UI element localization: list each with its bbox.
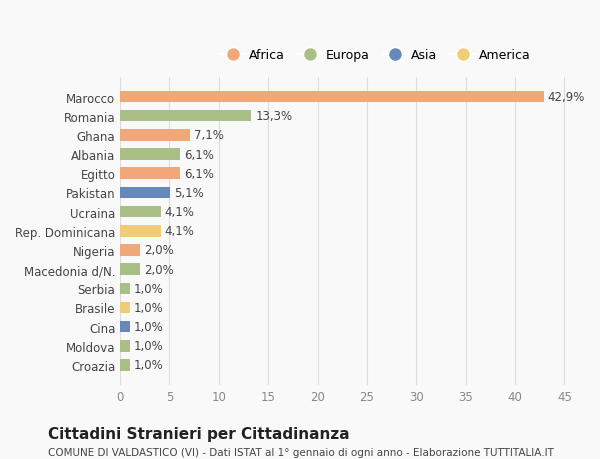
Text: 7,1%: 7,1% bbox=[194, 129, 224, 142]
Text: Cittadini Stranieri per Cittadinanza: Cittadini Stranieri per Cittadinanza bbox=[48, 425, 350, 441]
Bar bbox=[120, 264, 140, 275]
Text: 1,0%: 1,0% bbox=[134, 358, 164, 372]
Bar bbox=[120, 245, 140, 256]
Text: 42,9%: 42,9% bbox=[548, 91, 585, 104]
Bar bbox=[120, 187, 170, 199]
Bar bbox=[120, 359, 130, 371]
Bar bbox=[120, 168, 181, 179]
Bar bbox=[120, 340, 130, 352]
Bar bbox=[120, 92, 544, 103]
Text: 1,0%: 1,0% bbox=[134, 282, 164, 295]
Text: 2,0%: 2,0% bbox=[144, 263, 173, 276]
Text: 2,0%: 2,0% bbox=[144, 244, 173, 257]
Text: 13,3%: 13,3% bbox=[256, 110, 293, 123]
Text: 4,1%: 4,1% bbox=[164, 206, 194, 218]
Text: 4,1%: 4,1% bbox=[164, 225, 194, 238]
Bar bbox=[120, 302, 130, 313]
Text: 1,0%: 1,0% bbox=[134, 340, 164, 353]
Bar bbox=[120, 207, 161, 218]
Bar bbox=[120, 111, 251, 122]
Text: 1,0%: 1,0% bbox=[134, 301, 164, 314]
Legend: Africa, Europa, Asia, America: Africa, Europa, Asia, America bbox=[215, 44, 536, 67]
Bar bbox=[120, 130, 190, 141]
Text: 1,0%: 1,0% bbox=[134, 320, 164, 333]
Bar bbox=[120, 149, 181, 161]
Bar bbox=[120, 321, 130, 333]
Text: 6,1%: 6,1% bbox=[184, 148, 214, 161]
Text: 6,1%: 6,1% bbox=[184, 168, 214, 180]
Text: 5,1%: 5,1% bbox=[175, 186, 204, 200]
Bar bbox=[120, 225, 161, 237]
Text: COMUNE DI VALDASTICO (VI) - Dati ISTAT al 1° gennaio di ogni anno - Elaborazione: COMUNE DI VALDASTICO (VI) - Dati ISTAT a… bbox=[48, 447, 554, 457]
Bar bbox=[120, 283, 130, 294]
